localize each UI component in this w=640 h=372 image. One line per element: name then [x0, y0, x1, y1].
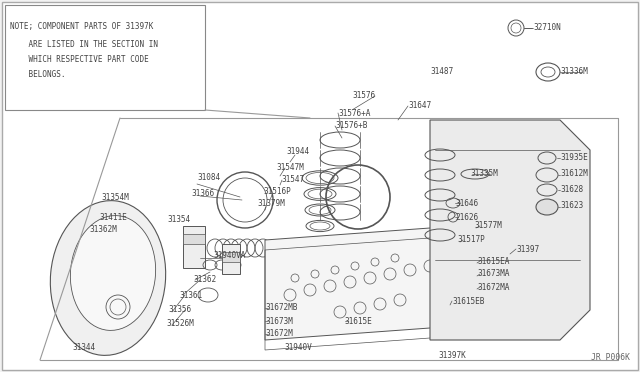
- Text: 31361: 31361: [179, 291, 202, 299]
- Text: 31672MB: 31672MB: [265, 304, 298, 312]
- Text: 31646: 31646: [455, 199, 478, 208]
- Text: 31336M: 31336M: [560, 67, 588, 77]
- Polygon shape: [265, 220, 540, 340]
- Text: 31084: 31084: [197, 173, 220, 183]
- Text: 31547: 31547: [281, 174, 304, 183]
- Text: 31397: 31397: [516, 244, 539, 253]
- Text: 31362M: 31362M: [89, 225, 116, 234]
- Text: 31672M: 31672M: [265, 330, 292, 339]
- Text: 31623: 31623: [560, 201, 583, 209]
- Text: WHICH RESPECTIVE PART CODE: WHICH RESPECTIVE PART CODE: [10, 55, 148, 64]
- Text: 31615EB: 31615EB: [452, 296, 484, 305]
- Text: 31576+A: 31576+A: [338, 109, 371, 118]
- Text: 31944: 31944: [286, 148, 309, 157]
- Ellipse shape: [536, 199, 558, 215]
- Text: 31362: 31362: [193, 276, 216, 285]
- Text: 31672MA: 31672MA: [477, 282, 509, 292]
- Text: 31344: 31344: [72, 343, 95, 352]
- Text: 31366: 31366: [191, 189, 214, 198]
- Text: 31612M: 31612M: [560, 170, 588, 179]
- Text: 31628: 31628: [560, 186, 583, 195]
- Text: 31335M: 31335M: [470, 170, 498, 179]
- Text: 31935E: 31935E: [560, 154, 588, 163]
- Bar: [183, 226, 205, 268]
- Bar: [222, 252, 240, 262]
- Text: 31526M: 31526M: [166, 318, 194, 327]
- Text: 31397K: 31397K: [438, 350, 466, 359]
- Text: BELONGS.: BELONGS.: [10, 70, 65, 79]
- Text: 31673MA: 31673MA: [477, 269, 509, 279]
- Bar: [222, 244, 240, 274]
- Bar: [183, 234, 205, 244]
- Polygon shape: [430, 120, 590, 340]
- Text: 31547M: 31547M: [276, 163, 304, 171]
- Text: 31411E: 31411E: [99, 212, 127, 221]
- Text: 31354: 31354: [167, 215, 190, 224]
- Text: NOTE; COMPONENT PARTS OF 31397K: NOTE; COMPONENT PARTS OF 31397K: [10, 22, 154, 31]
- Text: 31940VA: 31940VA: [213, 251, 245, 260]
- Ellipse shape: [51, 201, 166, 355]
- Ellipse shape: [70, 216, 156, 330]
- Text: 32710N: 32710N: [533, 23, 561, 32]
- FancyBboxPatch shape: [5, 5, 205, 110]
- Text: ARE LISTED IN THE SECTION IN: ARE LISTED IN THE SECTION IN: [10, 40, 158, 49]
- Text: JR P006K: JR P006K: [591, 353, 630, 362]
- Text: 31516P: 31516P: [263, 186, 291, 196]
- Text: 31577M: 31577M: [474, 221, 502, 231]
- Text: 31517P: 31517P: [457, 234, 484, 244]
- Text: 31673M: 31673M: [265, 317, 292, 326]
- Text: 21626: 21626: [455, 212, 478, 221]
- Text: 31576+B: 31576+B: [335, 122, 367, 131]
- Text: 31487: 31487: [430, 67, 453, 77]
- Text: 31576: 31576: [352, 92, 375, 100]
- Text: 31647: 31647: [408, 102, 431, 110]
- Text: 31354M: 31354M: [101, 193, 129, 202]
- Text: 31940V: 31940V: [284, 343, 312, 353]
- Text: 31379M: 31379M: [257, 199, 285, 208]
- Text: 31615EA: 31615EA: [477, 257, 509, 266]
- Text: 31356: 31356: [168, 305, 191, 314]
- Text: 31615E: 31615E: [344, 317, 372, 326]
